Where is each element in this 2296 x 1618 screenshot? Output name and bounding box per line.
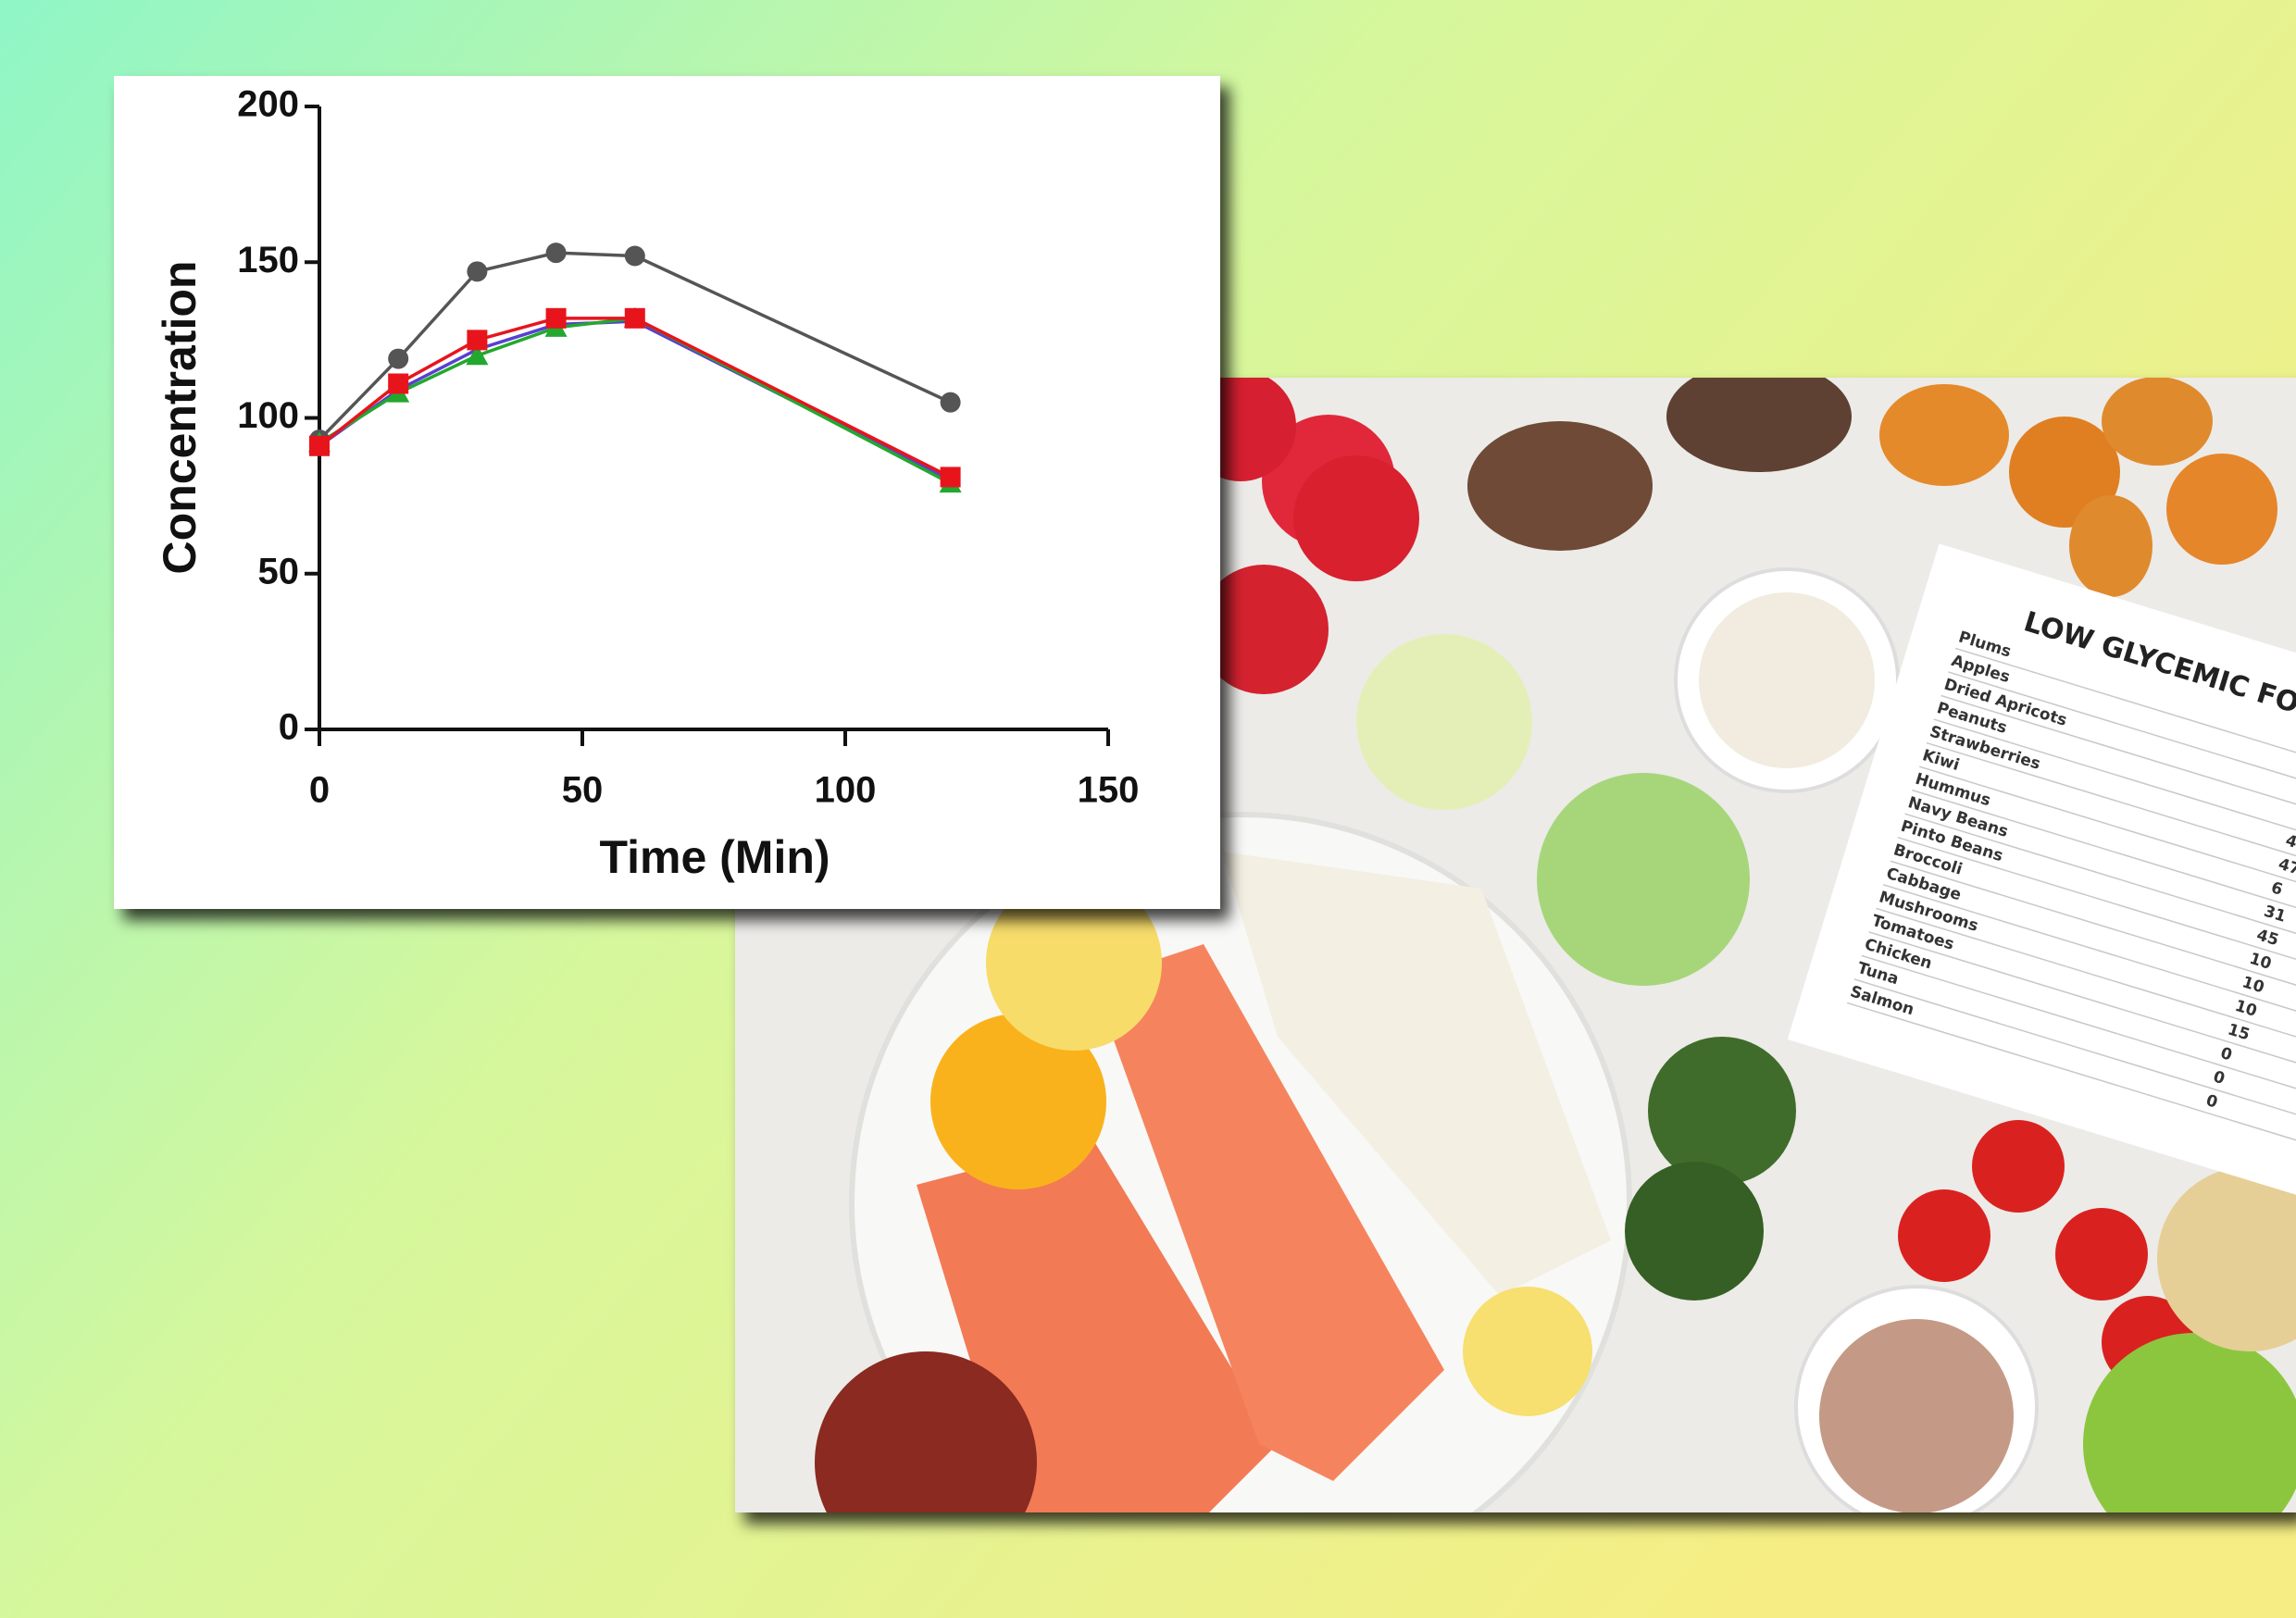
chart: Time (Min) Concentration 0 50 100 150 200 0 50… bbox=[154, 84, 1139, 884]
lemon bbox=[986, 875, 1162, 1051]
point bbox=[545, 243, 567, 264]
x-tick-label: 0 bbox=[309, 770, 330, 811]
point bbox=[466, 344, 489, 366]
x-tick-label: 50 bbox=[562, 770, 604, 811]
row-rule bbox=[1876, 907, 2296, 1099]
chart-card bbox=[114, 76, 1220, 909]
point bbox=[388, 373, 409, 394]
kidney-beans bbox=[815, 1351, 1037, 1512]
row-rule bbox=[1948, 671, 2296, 863]
point bbox=[467, 261, 488, 282]
apricot bbox=[2166, 454, 2277, 565]
y-tick-label: 50 bbox=[258, 551, 300, 591]
point bbox=[309, 435, 330, 456]
lemon bbox=[930, 1014, 1106, 1189]
x-axis-title: Time (Min) bbox=[599, 831, 830, 883]
y-tick-label: 200 bbox=[237, 84, 299, 125]
point bbox=[940, 392, 961, 413]
point bbox=[940, 467, 961, 488]
row-rule bbox=[1882, 884, 2296, 1076]
point bbox=[388, 348, 409, 369]
x-tick-label: 150 bbox=[1078, 770, 1140, 811]
paper bbox=[1787, 543, 2296, 1246]
point bbox=[467, 330, 488, 351]
food-number: 0 bbox=[2218, 1044, 2234, 1065]
row-rule bbox=[1940, 694, 2296, 886]
x-tick-label: 100 bbox=[815, 770, 877, 811]
point bbox=[624, 245, 645, 267]
row-rule bbox=[1918, 765, 2296, 957]
row-rule bbox=[1846, 1002, 2296, 1193]
row-rule bbox=[1890, 860, 2296, 1052]
apricot bbox=[2069, 495, 2152, 597]
row-rule bbox=[1868, 931, 2296, 1123]
row-rule bbox=[1912, 789, 2296, 981]
strawberry bbox=[1293, 455, 1419, 581]
apple bbox=[2083, 1333, 2296, 1512]
row-rule bbox=[1926, 741, 2296, 933]
cabbage bbox=[1356, 634, 1532, 810]
row-rule bbox=[1897, 836, 2296, 1028]
chicken bbox=[1222, 852, 1611, 1296]
row-rule bbox=[1861, 954, 2296, 1146]
food-number: 0 bbox=[2211, 1067, 2227, 1089]
series-line bbox=[318, 319, 952, 482]
row-rule bbox=[1933, 718, 2296, 910]
row-rule bbox=[1904, 813, 2296, 1004]
row-rule bbox=[1954, 647, 2296, 839]
food-number: 0 bbox=[2203, 1091, 2219, 1113]
apricot bbox=[1879, 384, 2009, 486]
row-rule bbox=[1853, 978, 2296, 1170]
y-axis-title: Concentration bbox=[154, 261, 206, 575]
cabbage bbox=[1537, 773, 1750, 986]
broccoli bbox=[1625, 1162, 1764, 1301]
mushroom bbox=[1666, 378, 1852, 472]
point bbox=[545, 307, 567, 329]
series-line bbox=[318, 251, 952, 442]
strawberry bbox=[1199, 565, 1329, 694]
point bbox=[624, 307, 645, 329]
apricot bbox=[2009, 417, 2120, 528]
series-line bbox=[318, 317, 952, 479]
y-tick-label: 150 bbox=[237, 240, 299, 280]
mushroom bbox=[1467, 421, 1653, 551]
tomato bbox=[1898, 1189, 1990, 1282]
food-number: 47 bbox=[2276, 855, 2296, 879]
food-number: 6 bbox=[2269, 878, 2285, 900]
y-tick-label: 0 bbox=[279, 707, 299, 748]
food-number: 4 bbox=[2283, 831, 2296, 853]
tuna bbox=[1819, 1319, 2014, 1512]
beans bbox=[1699, 592, 1875, 768]
broccoli bbox=[1648, 1037, 1796, 1185]
salmon bbox=[1092, 944, 1444, 1481]
hummus bbox=[2157, 1166, 2296, 1351]
lemon bbox=[1463, 1287, 1592, 1416]
tomato bbox=[2055, 1208, 2148, 1301]
y-tick-label: 100 bbox=[237, 395, 299, 436]
tomato bbox=[1972, 1120, 2065, 1213]
apricot bbox=[2102, 378, 2213, 466]
